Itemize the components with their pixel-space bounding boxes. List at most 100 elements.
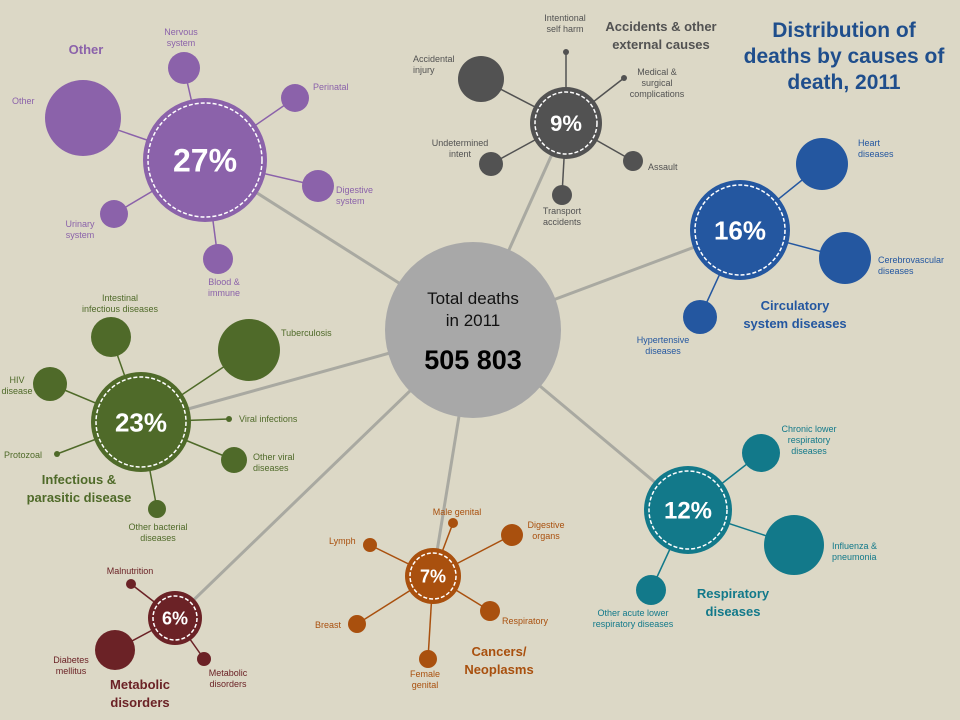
label-line: Chronic lower xyxy=(781,424,836,434)
sub-label: Urinary system xyxy=(65,219,95,240)
sub-label: Assault xyxy=(648,162,678,172)
label-line: intent xyxy=(449,149,472,159)
sub-node xyxy=(683,300,717,334)
sub-label: Malnutrition xyxy=(107,566,154,576)
sub-node xyxy=(197,652,211,666)
label-line: Intentional xyxy=(544,13,586,23)
hub-ring xyxy=(409,552,457,600)
label-line: diseases xyxy=(140,533,176,543)
sub-label: Chronic lower respiratory diseases xyxy=(781,424,836,456)
sub-node xyxy=(33,367,67,401)
percent-label: 9% xyxy=(550,111,582,136)
sub-node xyxy=(218,319,280,381)
sub-node xyxy=(95,630,135,670)
sub-label: Metabolic disorders xyxy=(209,668,248,689)
sub-label: Tuberculosis xyxy=(281,328,332,338)
label-line: Digestive xyxy=(527,520,564,530)
sub-label: Intentional self harm xyxy=(544,13,586,34)
sub-label: Blood & immune xyxy=(208,277,240,298)
label-line: Medical & xyxy=(637,67,677,77)
label-line: infectious diseases xyxy=(82,304,159,314)
label-line: diseases xyxy=(791,446,827,456)
label-line: pneumonia xyxy=(832,552,877,562)
sub-label: Respiratory xyxy=(502,616,549,626)
sub-label: Diabetes mellitus xyxy=(53,655,89,676)
group-respiratory: Chronic lower respiratory diseasesInfluenz… xyxy=(593,424,877,629)
label-line: Heart xyxy=(858,138,881,148)
label-line: Hypertensive xyxy=(637,335,690,345)
sub-label: Undetermined intent xyxy=(432,138,489,159)
sub-node xyxy=(458,56,504,102)
label-line: Cancers/ xyxy=(472,644,527,659)
sub-node xyxy=(480,601,500,621)
sub-label: Hypertensive diseases xyxy=(637,335,690,356)
label-line: organs xyxy=(532,531,560,541)
category-label: Respiratory diseases xyxy=(697,586,770,619)
hub-node xyxy=(143,98,267,222)
label-line: Diabetes xyxy=(53,655,89,665)
label-line: Cerebrovascular xyxy=(878,255,944,265)
group-metabolic: Malnutrition Diabetes mellitus Metabolic dis… xyxy=(53,566,248,710)
sub-node xyxy=(45,80,121,156)
hub-node xyxy=(405,548,461,604)
sub-label: HIV disease xyxy=(1,375,32,396)
label-line: Other bacterial xyxy=(128,522,187,532)
label-line: Blood & xyxy=(208,277,240,287)
label-line: system diseases xyxy=(743,316,846,331)
sub-node xyxy=(742,434,780,472)
sub-label: Nervous system xyxy=(164,27,198,48)
label-line: respiratory xyxy=(788,435,831,445)
hub-node xyxy=(530,87,602,159)
sub-node xyxy=(623,151,643,171)
title-line: death, 2011 xyxy=(787,71,901,94)
sub-node xyxy=(448,518,458,528)
title-line: Distribution of xyxy=(772,19,916,42)
label-line: Infectious & xyxy=(42,472,116,487)
group-cancers: Male genital Lymph Digestive organs Breast Re… xyxy=(315,507,565,690)
sub-node xyxy=(226,416,232,422)
label-line: genital xyxy=(412,680,439,690)
label-line: diseases xyxy=(878,266,914,276)
category-label: Accidents & other external causes xyxy=(605,19,716,52)
label-line: Protozoal xyxy=(4,450,42,460)
label-line: system xyxy=(336,196,365,206)
sub-label: Digestive organs xyxy=(527,520,564,541)
sub-node xyxy=(126,579,136,589)
percent-label: 27% xyxy=(173,143,237,179)
group-infectious: Intestinal infectious diseases Tuberculosi… xyxy=(1,293,332,543)
sub-label: Perinatal xyxy=(313,82,349,92)
sub-node xyxy=(796,138,848,190)
sub-label: Medical & surgical complications xyxy=(630,67,685,99)
label-line: Perinatal xyxy=(313,82,349,92)
percent-label: 6% xyxy=(162,608,188,628)
sub-node xyxy=(281,84,309,112)
sub-node xyxy=(100,200,128,228)
center-circle xyxy=(385,242,561,418)
category-label: Other xyxy=(69,42,104,57)
label-line: Assault xyxy=(648,162,678,172)
sub-label: Viral infections xyxy=(239,414,298,424)
sub-node xyxy=(221,447,247,473)
hub-node xyxy=(148,591,202,645)
label-line: Malnutrition xyxy=(107,566,154,576)
sub-label: Cerebrovascular diseases xyxy=(878,255,944,276)
sub-label: Protozoal xyxy=(4,450,42,460)
sub-label: Intestinal infectious diseases xyxy=(82,293,159,314)
label-line: Nervous xyxy=(164,27,198,37)
label-line: Accidents & other xyxy=(605,19,716,34)
hub-node xyxy=(644,466,732,554)
label-line: disorders xyxy=(110,695,169,710)
center-value: 505 803 xyxy=(424,345,522,375)
label-line: disorders xyxy=(209,679,247,689)
label-line: self harm xyxy=(546,24,583,34)
center-label: Total deaths in 2011 xyxy=(427,289,519,330)
label-line: parasitic disease xyxy=(27,490,132,505)
label-line: diseases xyxy=(253,463,289,473)
category-label: Circulatory system diseases xyxy=(743,298,846,331)
label-line: Urinary xyxy=(65,219,95,229)
category-label: Infectious & parasitic disease xyxy=(27,472,132,505)
label-line: Other acute lower xyxy=(597,608,668,618)
label-line: accidents xyxy=(543,217,582,227)
